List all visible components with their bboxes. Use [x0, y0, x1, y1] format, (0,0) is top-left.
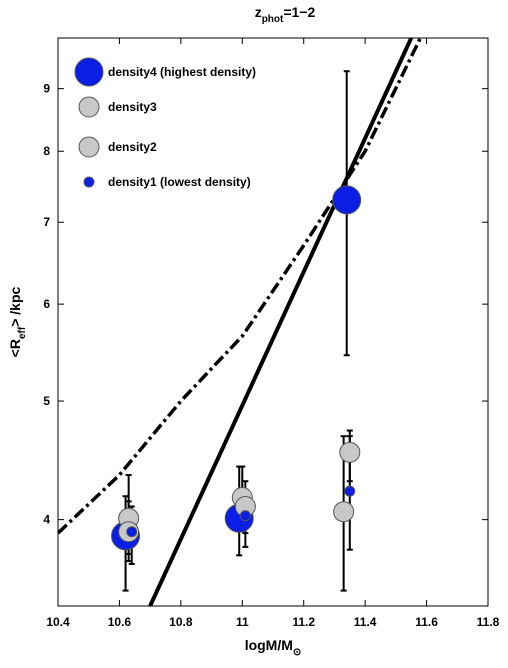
ylabel-pre: <R — [7, 339, 23, 357]
legend: density4 (highest density) density3 densit… — [74, 57, 256, 189]
y-tick-label: 8 — [43, 144, 50, 158]
xlabel-sub: ⊙ — [293, 647, 301, 658]
x-tick-label: 11.2 — [292, 615, 315, 629]
x-tick-label: 10.8 — [169, 615, 193, 629]
legend-marker — [78, 136, 100, 158]
x-tick-label: 11.6 — [415, 615, 438, 629]
axis-ticks — [57, 38, 489, 606]
x-tick-label: 10.6 — [108, 615, 132, 629]
x-tick-label: 10.4 — [46, 615, 70, 629]
title-rest: =1−2 — [283, 4, 315, 20]
y-tick-label: 4 — [43, 513, 50, 527]
chart-title: zphot=1−2 — [255, 4, 316, 25]
legend-label: density1 (lowest density) — [108, 175, 251, 189]
legend-marker — [78, 96, 100, 118]
fit-line-dash-dot — [58, 38, 422, 535]
y-axis-label: <Reff> /kpc — [7, 286, 28, 357]
title-sub: phot — [262, 14, 284, 25]
title-main: z — [255, 4, 262, 20]
legend-label: density2 — [108, 140, 157, 154]
y-tick-label: 7 — [43, 215, 50, 229]
data-point — [333, 501, 355, 523]
fit-line-solid — [148, 38, 414, 606]
data-point — [339, 441, 361, 463]
legend-label: density3 — [108, 100, 157, 114]
x-tick-label: 11.4 — [354, 615, 377, 629]
xlabel-main: logM/M — [245, 637, 293, 653]
plot-frame — [57, 37, 489, 607]
tick-labels: 10.4 10.6 10.8 11 11.2 11.4 11.6 11.8 4 5 6 7 8 9 — [43, 82, 499, 629]
legend-marker — [74, 57, 104, 87]
x-tick-label: 11.8 — [477, 615, 500, 629]
legend-marker — [83, 176, 95, 188]
y-tick-label: 9 — [43, 82, 50, 96]
fit-lines — [58, 38, 422, 606]
legend-label: density4 (highest density) — [108, 65, 256, 79]
data-point — [239, 510, 251, 522]
data-point — [126, 526, 138, 538]
data-markers — [111, 185, 362, 551]
x-axis-label: logM/M⊙ — [245, 637, 302, 658]
ylabel-sub: eff — [17, 326, 28, 339]
data-point — [332, 185, 362, 215]
x-tick-label: 11 — [236, 615, 249, 629]
y-tick-label: 5 — [43, 394, 50, 408]
ylabel-post: > /kpc — [7, 286, 23, 326]
y-tick-label: 6 — [43, 297, 50, 311]
data-point — [344, 485, 356, 497]
